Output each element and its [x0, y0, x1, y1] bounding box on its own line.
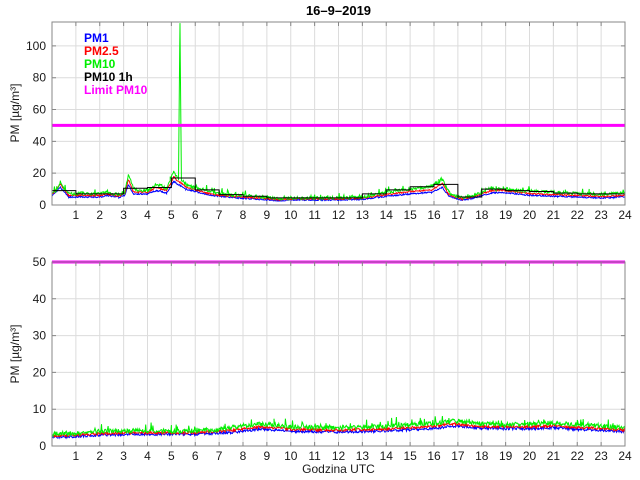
x-tick-label: 11: [308, 449, 321, 463]
series-pm10-1h-step: [52, 177, 625, 199]
x-tick-label: 9: [264, 449, 271, 463]
x-tick-label: 9: [264, 208, 271, 222]
x-tick-label: 14: [380, 208, 394, 222]
legend-item-pm1: PM1: [84, 31, 109, 45]
x-tick-label: 17: [451, 449, 465, 463]
x-tick-label: 10: [284, 449, 298, 463]
legend-item-limit-pm10: Limit PM10: [84, 83, 148, 97]
x-tick-label: 10: [284, 208, 298, 222]
x-tick-label: 3: [120, 449, 127, 463]
x-tick-label: 8: [240, 208, 247, 222]
y-tick-label: 40: [33, 292, 47, 306]
series-pm2-5: [52, 175, 625, 202]
x-tick-label: 23: [594, 449, 608, 463]
x-tick-label: 21: [547, 208, 561, 222]
x-tick-label: 7: [216, 449, 223, 463]
y-tick-label: 40: [33, 134, 47, 148]
x-tick-label: 3: [120, 208, 127, 222]
x-tick-label: 5: [168, 449, 175, 463]
x-tick-label: 19: [499, 449, 513, 463]
y-tick-label: 10: [33, 402, 47, 416]
x-tick-label: 24: [618, 208, 632, 222]
x-tick-label: 18: [475, 208, 489, 222]
x-tick-label: 16: [427, 208, 441, 222]
legend-item-pm10-1h: PM10 1h: [84, 70, 133, 84]
x-tick-label: 1: [73, 449, 80, 463]
series-pm10: [52, 416, 625, 438]
legend-item-pm2-5: PM2.5: [84, 44, 119, 58]
x-tick-label: 23: [594, 208, 608, 222]
x-tick-label: 5: [168, 208, 175, 222]
x-tick-label: 12: [332, 208, 346, 222]
x-tick-label: 15: [403, 208, 417, 222]
tick-marks: [52, 261, 626, 447]
x-tick-label: 22: [571, 208, 585, 222]
y-tick-label: 60: [33, 103, 47, 117]
x-tick-label: 20: [523, 449, 537, 463]
x-tick-label: 8: [240, 449, 247, 463]
x-tick-label: 4: [144, 449, 151, 463]
y-tick-label: 80: [33, 71, 47, 85]
x-tick-label: 17: [451, 208, 465, 222]
y-tick-label: 100: [26, 39, 46, 53]
x-tick-label: 6: [192, 449, 199, 463]
x-tick-label: 1: [73, 208, 80, 222]
figure-title: 16–9–2019: [305, 3, 372, 18]
x-tick-label: 20: [523, 208, 537, 222]
y-tick-label: 20: [33, 365, 47, 379]
legend: PM1 PM2.5 PM10 PM10 1h Limit PM10: [84, 32, 147, 97]
x-tick-label: 16: [427, 449, 441, 463]
x-tick-label: 2: [96, 449, 103, 463]
y-axis-label-top: PM [µg/m³]: [8, 83, 22, 143]
x-tick-label: 21: [547, 449, 561, 463]
x-tick-label: 15: [403, 449, 417, 463]
x-tick-label: 18: [475, 449, 489, 463]
x-tick-label: 14: [380, 449, 394, 463]
tick-marks: [52, 22, 626, 206]
y-tick-label: 0: [39, 439, 46, 453]
x-tick-label: 22: [571, 449, 585, 463]
x-tick-label: 6: [192, 208, 199, 222]
x-tick-label: 24: [618, 449, 632, 463]
y-tick-label: 50: [33, 255, 47, 269]
x-tick-label: 13: [356, 449, 370, 463]
series-pm2-5: [52, 421, 625, 439]
x-tick-label: 2: [96, 208, 103, 222]
x-tick-label: 12: [332, 449, 346, 463]
x-tick-label: 13: [356, 208, 370, 222]
y-tick-label: 30: [33, 329, 47, 343]
x-tick-label: 4: [144, 208, 151, 222]
y-axis-label-bottom: PM [µg/m³]: [8, 324, 22, 384]
legend-item-pm10: PM10: [84, 57, 116, 71]
y-tick-label: 0: [39, 198, 46, 212]
x-axis-label: Godzina UTC: [302, 462, 375, 476]
x-tick-label: 19: [499, 208, 513, 222]
y-tick-label: 20: [33, 166, 47, 180]
x-tick-label: 11: [308, 208, 321, 222]
x-tick-label: 7: [216, 208, 223, 222]
